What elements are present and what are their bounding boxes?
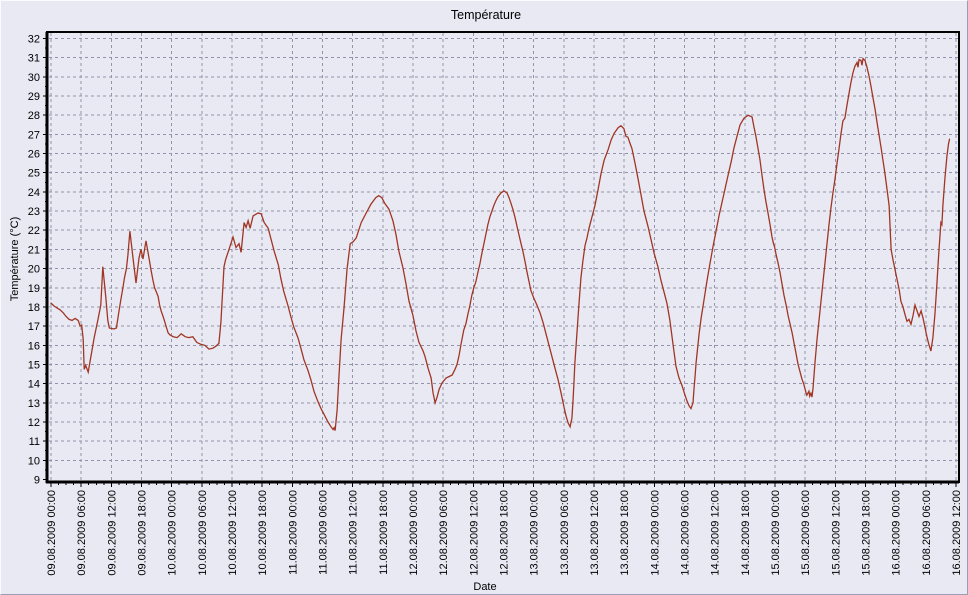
x-tick-label: 09.08.2009 18:00 xyxy=(137,490,149,576)
x-tick-label: 15.08.2009 18:00 xyxy=(861,490,873,576)
x-tick-label: 09.08.2009 00:00 xyxy=(46,490,58,576)
x-tick-label: 12.08.2009 12:00 xyxy=(468,490,480,576)
x-tick-label: 09.08.2009 06:00 xyxy=(76,490,88,576)
chart-title: Température xyxy=(451,8,521,22)
y-tick-label: 15 xyxy=(28,359,40,371)
x-tick-label: 14.08.2009 00:00 xyxy=(649,490,661,576)
x-tick-label: 15.08.2009 06:00 xyxy=(800,490,812,576)
y-tick-label: 16 xyxy=(28,340,40,352)
y-tick-label: 21 xyxy=(28,244,40,256)
temperature-series-line xyxy=(50,57,951,431)
x-tick-label: 11.08.2009 18:00 xyxy=(378,490,390,575)
x-tick-label: 15.08.2009 00:00 xyxy=(770,490,782,576)
x-tick-label: 13.08.2009 12:00 xyxy=(589,490,601,576)
y-tick-label: 26 xyxy=(28,149,40,161)
x-tick-label: 11.08.2009 12:00 xyxy=(348,490,360,575)
x-tick-label: 13.08.2009 18:00 xyxy=(619,490,631,576)
y-tick-label: 17 xyxy=(28,321,40,333)
x-tick-label: 14.08.2009 18:00 xyxy=(740,490,752,576)
x-tick-label: 10.08.2009 12:00 xyxy=(227,490,239,576)
x-tick-label: 09.08.2009 12:00 xyxy=(106,490,118,576)
y-tick-label: 24 xyxy=(28,187,40,199)
x-tick-label: 11.08.2009 06:00 xyxy=(318,490,330,575)
y-tick-label: 32 xyxy=(28,34,40,46)
x-tick-label: 15.08.2009 12:00 xyxy=(830,490,842,576)
y-tick-label: 28 xyxy=(28,110,40,122)
y-tick-label: 13 xyxy=(28,398,40,410)
y-axis-title: Température (°C) xyxy=(9,217,21,301)
y-tick-label: 18 xyxy=(28,302,40,314)
x-tick-label: 10.08.2009 06:00 xyxy=(197,490,209,576)
x-tick-label: 11.08.2009 00:00 xyxy=(287,490,299,575)
y-tick-label: 11 xyxy=(29,436,40,448)
x-tick-label: 13.08.2009 06:00 xyxy=(559,490,571,576)
x-axis-title: Date xyxy=(473,581,496,593)
y-tick-label: 10 xyxy=(28,455,40,467)
x-tick-label: 16.08.2009 00:00 xyxy=(891,490,903,576)
x-tick-label: 16.08.2009 12:00 xyxy=(951,490,963,576)
x-tick-label: 10.08.2009 18:00 xyxy=(257,490,269,576)
x-tick-label: 12.08.2009 18:00 xyxy=(499,490,511,576)
axis-frame xyxy=(45,31,960,484)
x-tick-label: 12.08.2009 06:00 xyxy=(438,490,450,576)
gridlines xyxy=(49,33,958,481)
y-tick-label: 30 xyxy=(28,72,40,84)
y-tick-label: 31 xyxy=(28,53,40,65)
x-tick-label: 14.08.2009 12:00 xyxy=(710,490,722,576)
x-tick-label: 14.08.2009 06:00 xyxy=(680,490,692,576)
x-tick-label: 10.08.2009 00:00 xyxy=(167,490,179,576)
y-tick-label: 19 xyxy=(28,283,40,295)
y-tick-label: 27 xyxy=(28,129,40,141)
x-tick-label: 16.08.2009 06:00 xyxy=(921,490,933,576)
y-tick-labels: 32 31 30 29 28 27 26 25 24 23 22 21 20 19 18 17 16 15 14 13… xyxy=(28,34,40,487)
x-tick-label: 13.08.2009 00:00 xyxy=(529,490,541,576)
axis-ticks xyxy=(43,38,957,487)
x-tick-labels: 09.08.2009 00:00 09.08.2009 06:00 09.08.20… xyxy=(46,490,963,576)
y-tick-label: 12 xyxy=(28,417,40,429)
y-tick-label: 25 xyxy=(28,168,40,180)
y-tick-label: 22 xyxy=(28,225,40,237)
y-tick-label: 23 xyxy=(28,206,40,218)
y-tick-label: 14 xyxy=(28,379,40,391)
temperature-line xyxy=(50,57,951,431)
y-tick-label: 29 xyxy=(28,91,40,103)
y-tick-label: 20 xyxy=(28,264,40,276)
x-tick-label: 12.08.2009 00:00 xyxy=(408,490,420,576)
y-tick-label: 9 xyxy=(34,475,40,487)
